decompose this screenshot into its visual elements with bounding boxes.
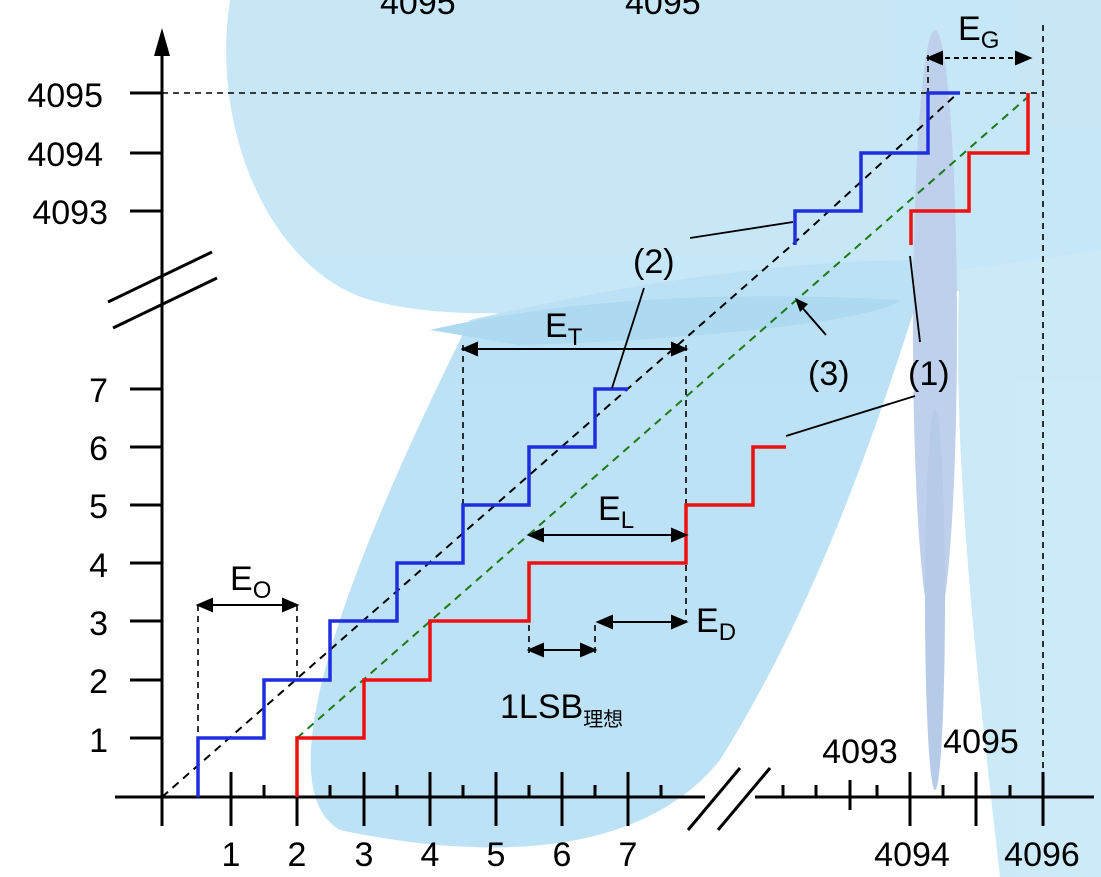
callout-leaders xyxy=(611,221,921,437)
x-tick-4: 4 xyxy=(421,836,440,874)
x-tick-4093: 4093 xyxy=(822,733,898,771)
label-ideal-lsb: 1LSB理想 xyxy=(500,688,623,731)
y-tick-5: 5 xyxy=(89,488,108,526)
y-tick-6: 6 xyxy=(89,430,108,468)
x-tick-6: 6 xyxy=(553,836,572,874)
x-tick-2: 2 xyxy=(288,836,307,874)
actual-endpoint-line xyxy=(296,94,1031,739)
x-tick-3: 3 xyxy=(355,836,374,874)
label-linearity-error: EL xyxy=(598,490,634,534)
actual-staircase-curve-high xyxy=(909,93,1030,245)
partial-top-label-left: 4095 xyxy=(380,0,456,22)
x-tick-4095: 4095 xyxy=(943,723,1019,761)
label-gain-error: EG xyxy=(958,10,999,54)
y-tick-4: 4 xyxy=(89,547,108,585)
x-ticks xyxy=(196,772,1045,826)
label-offset-error: EO xyxy=(230,560,271,604)
y-tick-7: 7 xyxy=(89,372,108,410)
partial-top-label-right: 4095 xyxy=(625,0,701,22)
x-tick-7: 7 xyxy=(619,836,638,874)
y-tick-4093: 4093 xyxy=(32,194,108,232)
dimension-arrows xyxy=(195,50,1033,658)
butterfly-background xyxy=(226,0,1101,877)
ideal-staircase-curve-high xyxy=(793,91,960,245)
y-tick-4094: 4094 xyxy=(27,136,103,174)
label-differential-error: ED xyxy=(696,602,736,646)
error-labels: EO EG ET EL ED 1LSB理想 xyxy=(230,10,999,731)
arrow-3-icon xyxy=(795,298,827,336)
curve-label-1: (1) xyxy=(908,355,950,393)
y-tick-4095: 4095 xyxy=(27,77,103,115)
y-ticks xyxy=(130,91,162,740)
x-tick-5: 5 xyxy=(487,836,506,874)
actual-staircase-curve xyxy=(295,445,786,797)
x-tick-1: 1 xyxy=(222,836,241,874)
x-axis-break xyxy=(686,767,742,831)
y-tick-2: 2 xyxy=(89,663,108,701)
label-total-error: ET xyxy=(545,307,583,351)
x-tick-4094: 4094 xyxy=(874,836,950,874)
x-tick-labels: 1 2 3 4 5 6 7 4093 4095 4094 4096 xyxy=(222,723,1080,874)
y-tick-3: 3 xyxy=(89,605,108,643)
x-tick-4096: 4096 xyxy=(1004,836,1080,874)
ideal-staircase-curve xyxy=(196,387,628,797)
curve-label-2: (2) xyxy=(633,243,675,281)
y-axis-arrow-icon xyxy=(154,28,170,56)
y-tick-1: 1 xyxy=(89,722,108,760)
y-tick-labels: 1 2 3 4 5 6 7 4093 4094 4095 xyxy=(27,77,108,760)
axes xyxy=(107,28,1094,831)
y-axis-break xyxy=(107,250,213,304)
curve-label-3: (3) xyxy=(808,355,850,393)
guide-lines xyxy=(162,25,1044,797)
